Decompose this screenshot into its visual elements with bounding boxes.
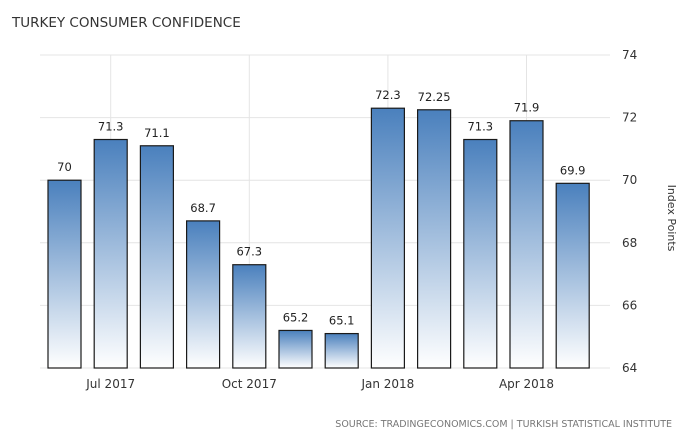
source-note: SOURCE: TRADINGECONOMICS.COM | TURKISH S… [335, 419, 672, 430]
y-tick-label: 70 [622, 173, 637, 187]
bar [324, 332, 359, 369]
bar [139, 145, 174, 369]
bar-value-label: 67.3 [236, 245, 262, 259]
x-tick-label: Oct 2017 [222, 377, 277, 391]
bar [463, 138, 498, 369]
bar-value-label: 69.9 [560, 163, 586, 177]
x-tick-label: Jul 2017 [85, 377, 135, 391]
y-tick-label: 74 [622, 48, 637, 62]
y-axis-ticks: 64 66 68 70 72 74 [622, 48, 637, 375]
bar-value-label: 71.3 [467, 120, 493, 134]
y-tick-label: 64 [622, 361, 637, 375]
bar [555, 182, 590, 369]
bar [417, 109, 452, 369]
bar-value-label: 72.25 [418, 90, 451, 104]
bar-value-label: 68.7 [190, 201, 216, 215]
chart-title: TURKEY CONSUMER CONFIDENCE [11, 15, 241, 31]
bar [93, 138, 128, 369]
bar [47, 179, 82, 369]
bar-value-label: 65.1 [329, 314, 355, 328]
bar-value-label: 65.2 [283, 310, 309, 324]
bar-value-label: 72.3 [375, 88, 401, 102]
bar [186, 220, 221, 369]
bar-value-label: 71.1 [144, 126, 170, 140]
y-tick-label: 68 [622, 236, 637, 250]
x-axis-ticks: Jul 2017 Oct 2017 Jan 2018 Apr 2018 [85, 377, 554, 391]
bar [370, 107, 405, 369]
y-axis-label: Index Points [665, 185, 678, 252]
bar [509, 120, 544, 369]
bar [232, 264, 267, 369]
y-tick-label: 72 [622, 111, 637, 125]
bars [47, 107, 590, 369]
bar-value-label: 71.3 [98, 120, 124, 134]
x-tick-label: Apr 2018 [499, 377, 554, 391]
y-tick-label: 66 [622, 298, 637, 312]
bar-value-label: 71.9 [514, 101, 540, 115]
x-tick-label: Jan 2018 [360, 377, 414, 391]
bar-value-label: 70 [57, 160, 72, 174]
bar [278, 329, 313, 369]
data-labels: 70 71.3 71.1 68.7 67.3 65.2 65.1 72.3 72.25 71.3 7… [57, 88, 585, 327]
